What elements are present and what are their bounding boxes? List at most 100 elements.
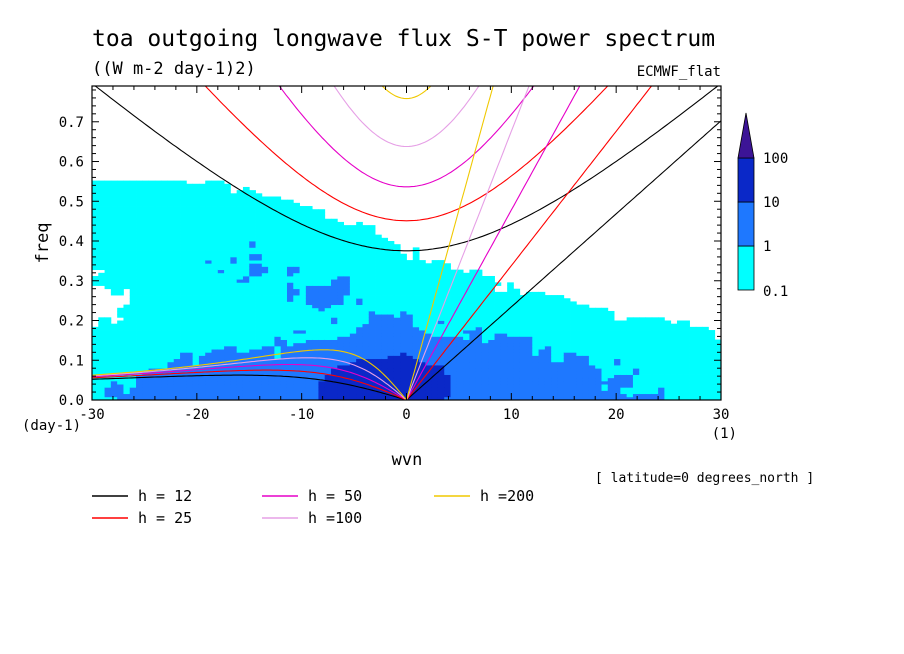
power-cell <box>293 377 300 382</box>
power-cell <box>224 288 231 293</box>
power-cell <box>570 333 577 337</box>
power-cell <box>658 393 665 398</box>
power-cell <box>274 212 282 216</box>
power-cell <box>242 393 250 398</box>
power-cell <box>154 215 162 220</box>
power-cell <box>349 342 357 347</box>
power-cell <box>236 199 244 204</box>
power-cell <box>343 374 351 379</box>
power-cell <box>305 301 313 306</box>
power-cell <box>393 247 401 251</box>
power-cell <box>419 330 426 334</box>
power-cell <box>198 237 206 242</box>
power-cell <box>117 358 124 363</box>
power-cell <box>481 358 489 363</box>
power-cell <box>186 304 194 309</box>
power-cell <box>242 349 250 353</box>
power-cell <box>349 282 357 286</box>
power-cell <box>337 266 344 271</box>
power-cell <box>217 196 225 201</box>
power-cell <box>507 355 514 360</box>
power-cell <box>129 345 137 350</box>
power-cell <box>110 231 118 236</box>
power-cell <box>481 387 489 391</box>
power-cell <box>702 368 709 372</box>
power-cell <box>375 234 382 239</box>
power-cell <box>198 384 206 388</box>
power-cell <box>507 380 514 385</box>
power-cell <box>161 279 168 283</box>
power-cell <box>708 390 716 395</box>
power-cell <box>349 355 357 360</box>
power-cell <box>582 326 590 331</box>
power-cell <box>551 307 558 312</box>
power-cell <box>419 345 426 350</box>
power-cell <box>173 310 181 315</box>
power-cell <box>356 339 363 344</box>
power-cell <box>255 209 263 213</box>
power-cell <box>368 393 376 398</box>
power-cell <box>538 336 546 340</box>
power-cell <box>437 333 445 337</box>
power-cell <box>406 330 414 334</box>
power-cell <box>274 241 282 245</box>
power-cell <box>173 390 181 395</box>
power-cell <box>117 260 124 264</box>
power-cell <box>142 212 150 216</box>
power-cell <box>211 253 219 258</box>
power-cell <box>148 291 156 296</box>
power-cell <box>161 221 168 226</box>
power-cell <box>299 342 307 347</box>
power-cell <box>343 253 351 258</box>
power-cell <box>286 310 294 315</box>
power-cell <box>123 228 131 232</box>
power-cell <box>343 358 351 363</box>
power-cell <box>249 237 256 242</box>
power-cell <box>224 282 231 286</box>
power-cell <box>343 291 351 296</box>
power-cell <box>582 396 590 400</box>
power-cell <box>211 333 219 337</box>
power-cell <box>286 237 294 242</box>
power-cell <box>456 317 464 321</box>
power-cell <box>305 339 313 344</box>
power-cell <box>230 202 238 207</box>
power-cell <box>658 336 665 340</box>
power-cell <box>154 228 162 232</box>
power-cell <box>205 209 212 213</box>
power-cell <box>494 326 502 331</box>
power-cell <box>98 352 105 356</box>
power-cell <box>349 333 357 337</box>
power-cell <box>481 285 489 290</box>
power-cell <box>356 396 363 400</box>
power-cell <box>230 301 238 306</box>
power-cell <box>242 291 250 296</box>
power-cell <box>123 282 131 286</box>
power-cell <box>104 336 112 340</box>
power-cell <box>406 269 414 274</box>
power-cell <box>312 330 319 334</box>
power-cell <box>356 241 363 245</box>
power-cell <box>375 352 382 356</box>
power-cell <box>180 298 187 302</box>
power-cell <box>676 339 684 344</box>
power-cell <box>331 282 338 286</box>
power-cell <box>249 260 256 264</box>
power-cell <box>450 298 458 302</box>
power-cell <box>154 377 162 382</box>
power-cell <box>293 358 300 363</box>
power-cell <box>689 336 697 340</box>
power-cell <box>362 298 370 302</box>
power-cell <box>274 349 282 353</box>
power-cell <box>167 212 175 216</box>
power-cell <box>563 298 571 302</box>
power-cell <box>563 314 571 318</box>
power-cell <box>117 183 124 188</box>
power-cell <box>664 345 672 350</box>
power-cell <box>180 361 187 366</box>
power-cell <box>431 396 439 400</box>
power-cell <box>154 288 162 293</box>
power-cell <box>381 241 389 245</box>
power-cell <box>110 260 118 264</box>
